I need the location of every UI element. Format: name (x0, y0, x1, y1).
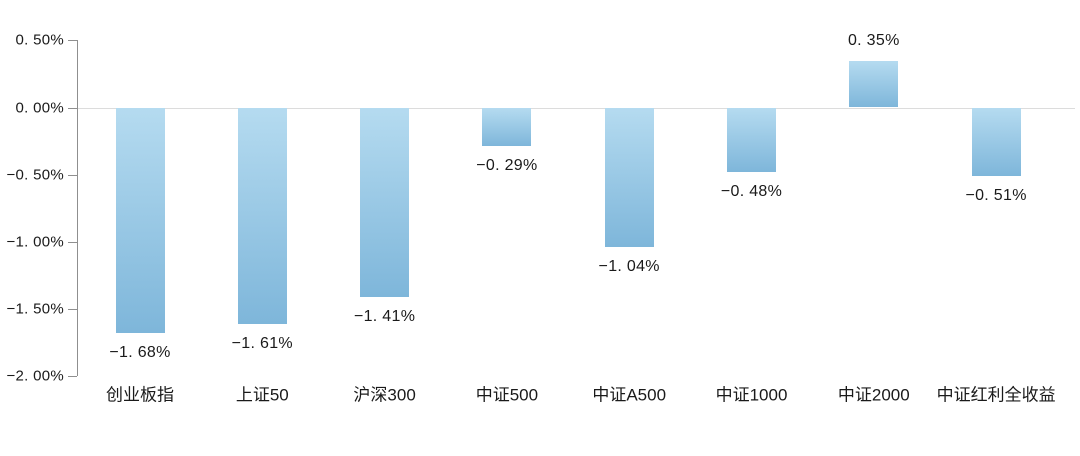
bar-value-label: −1. 04% (598, 258, 660, 276)
y-axis-tick (68, 308, 77, 310)
bar-value-label: −1. 61% (231, 334, 293, 352)
bar-value-label: −1. 41% (353, 307, 416, 325)
y-axis-line (77, 40, 78, 376)
x-axis-category-label: 中证500 (475, 385, 539, 405)
y-axis-tick (68, 375, 77, 377)
y-axis-tick-label: −1. 50% (6, 300, 64, 318)
x-axis-category-label: 中证A500 (592, 385, 667, 405)
x-axis-category-label: 中证红利全收益 (936, 385, 1056, 405)
bar-中证红利全收益 (971, 107, 1021, 176)
bar-value-label: −0. 48% (720, 182, 783, 200)
x-axis-category-label: 沪深300 (353, 385, 416, 405)
x-axis-category-label: 中证1000 (715, 385, 788, 405)
y-axis-tick-label: −1. 00% (6, 233, 64, 251)
y-axis-tick-label: 0. 50% (15, 31, 64, 49)
bar-创业板指 (115, 107, 165, 333)
x-axis-category-label: 创业板指 (106, 385, 174, 405)
bar-沪深300 (360, 107, 410, 297)
bar-中证500 (482, 107, 532, 147)
bar-value-label: −1. 68% (109, 343, 171, 361)
y-axis-tick (68, 40, 77, 42)
bar-中证A500 (604, 107, 654, 248)
bar-中证1000 (727, 107, 776, 172)
bar-上证50 (237, 107, 287, 324)
x-axis-category-label: 上证50 (235, 385, 289, 405)
y-axis-tick-label: 0. 00% (15, 99, 64, 116)
y-axis-tick (68, 174, 77, 176)
bar-value-label: 0. 35% (847, 31, 900, 49)
y-axis-tick (68, 241, 77, 243)
x-axis-category-label: 中证2000 (837, 385, 910, 405)
y-axis-tick-label: −0. 50% (6, 166, 64, 184)
bar-value-label: −0. 51% (965, 186, 1027, 204)
bar-value-label: −0. 29% (476, 157, 538, 175)
y-axis-tick (68, 107, 77, 109)
y-axis-tick-label: −2. 00% (6, 367, 64, 385)
zero-gridline (77, 107, 1075, 109)
bar-中证2000 (849, 60, 899, 108)
